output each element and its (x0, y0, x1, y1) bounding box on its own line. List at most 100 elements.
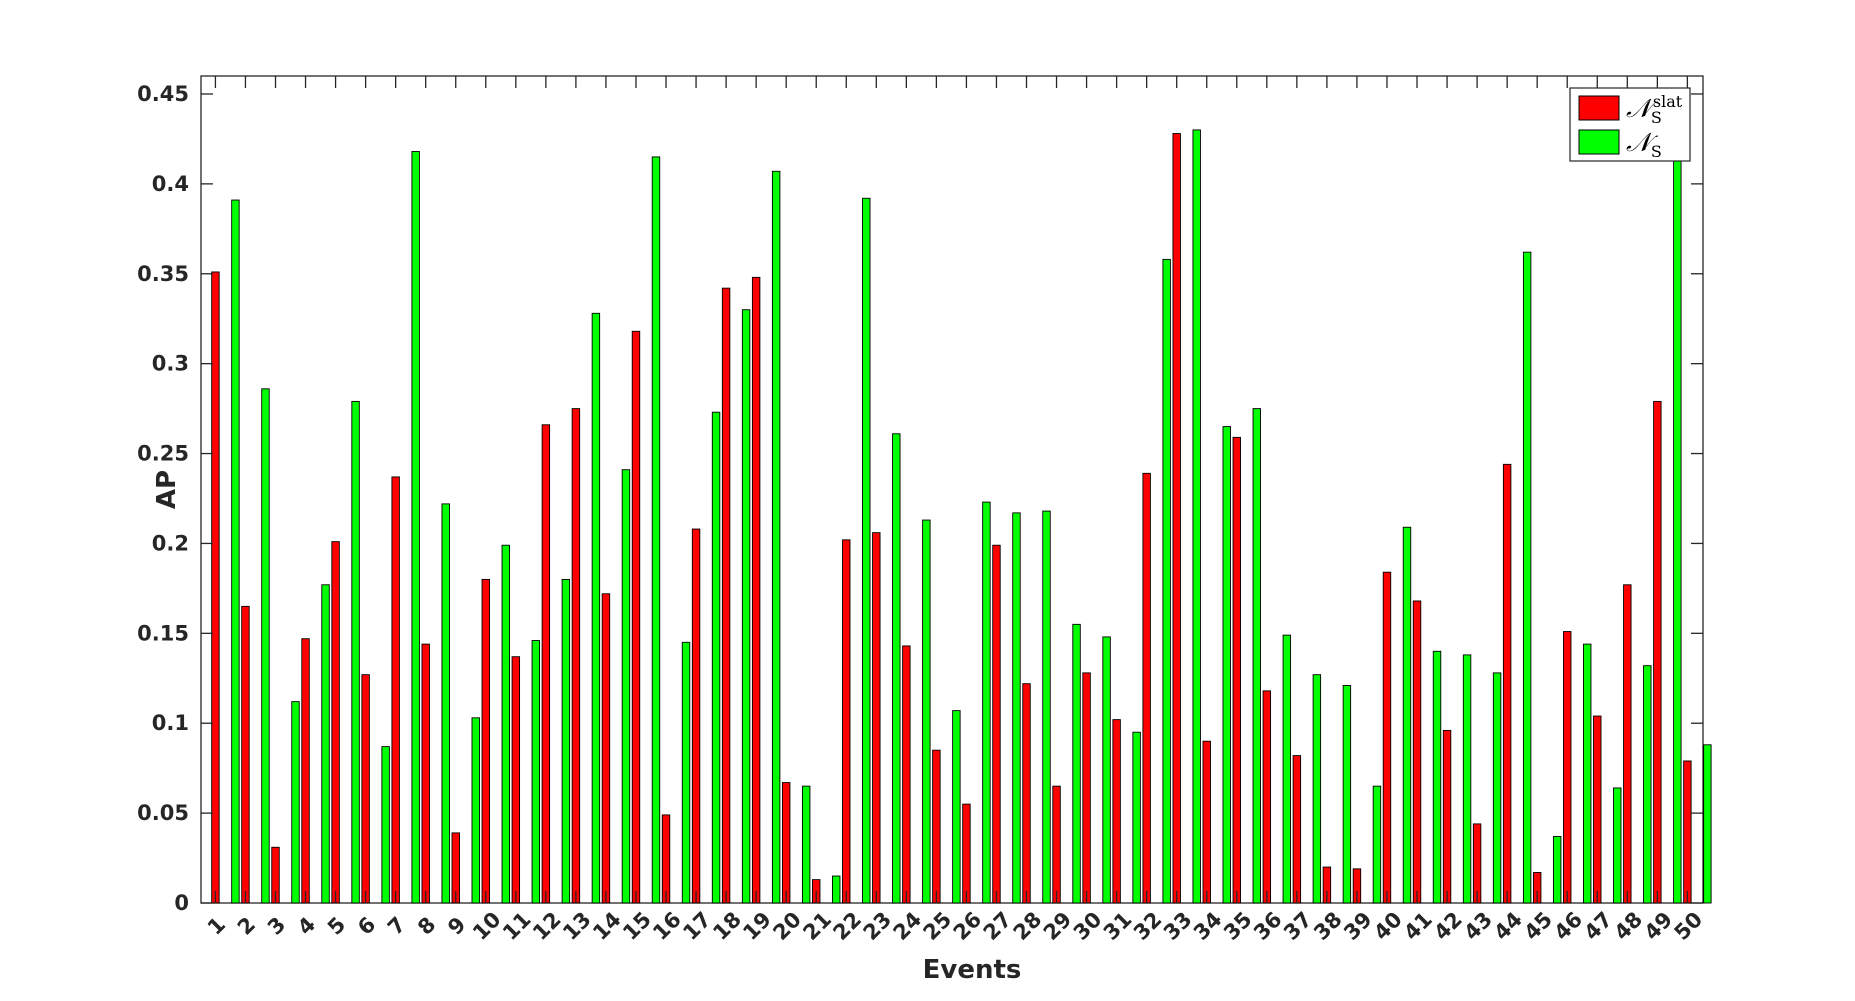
bar-series1-event-15 (631, 330, 641, 904)
bar-series1-event-37 (1292, 755, 1302, 904)
bar-series1-event-4 (301, 638, 310, 904)
bar-series1-event-11 (511, 656, 521, 904)
bar-series2-event-36 (1282, 634, 1292, 904)
bar-series1-event-42 (1442, 729, 1452, 904)
bar-series1-event-34 (1202, 740, 1211, 904)
bar-series2-event-18 (741, 309, 751, 904)
bar-series1-event-14 (601, 593, 611, 904)
bar-series2-event-41 (1432, 650, 1442, 904)
x-axis-title: Events (923, 955, 1022, 985)
bar-series2-event-48 (1643, 665, 1652, 904)
bar-series2-event-9 (471, 717, 480, 904)
y-tick-label: 0.3 (152, 352, 189, 376)
bar-series1-event-6 (361, 674, 370, 904)
bar-series2-event-43 (1492, 672, 1502, 904)
x-tick-label: 6 (353, 912, 380, 939)
bar-series2-event-7 (411, 151, 420, 904)
bar-series1-event-13 (571, 408, 581, 904)
bar-series2-event-10 (501, 544, 510, 904)
bar-series1-event-41 (1412, 600, 1422, 904)
bar-series2-event-33 (1192, 129, 1201, 904)
bar-series1-event-25 (932, 749, 941, 904)
bar-series2-event-5 (351, 400, 360, 904)
x-tick-label: 3 (263, 912, 290, 939)
bar-series1-event-18 (721, 287, 731, 904)
bar-series1-event-28 (1022, 683, 1031, 904)
bar-series1-event-20 (781, 782, 791, 904)
bar-series2-event-3 (291, 701, 300, 904)
y-axis-title: AP (152, 470, 182, 509)
bar-series2-event-45 (1552, 836, 1562, 904)
bar-series1-event-17 (691, 528, 701, 904)
bar-series2-event-14 (621, 469, 631, 904)
bar-series2-event-35 (1252, 408, 1261, 904)
bar-series1-event-30 (1082, 672, 1091, 904)
bar-series1-event-12 (541, 424, 551, 904)
bar-series2-event-44 (1522, 251, 1532, 904)
bar-series2-event-16 (681, 641, 691, 904)
bar-series1-event-40 (1382, 571, 1392, 904)
bar-series2-event-25 (952, 710, 961, 904)
bar-series1-event-5 (331, 541, 340, 904)
bar-series1-event-26 (962, 803, 971, 904)
bar-series2-event-49 (1673, 151, 1682, 904)
bar-series1-event-29 (1052, 785, 1061, 904)
bar-series1-event-46 (1563, 631, 1572, 904)
bar-series2-event-39 (1372, 785, 1382, 904)
bar-series1-event-35 (1232, 436, 1241, 904)
bar-series2-event-21 (832, 875, 841, 904)
bar-series2-event-34 (1222, 426, 1231, 904)
bar-series2-event-46 (1583, 643, 1592, 904)
bar-series2-event-12 (561, 578, 571, 904)
bar-series2-event-8 (441, 503, 450, 904)
bars (211, 129, 1712, 904)
bar-series2-event-37 (1312, 674, 1322, 904)
bar-series2-event-31 (1132, 731, 1141, 904)
x-tick-label: 5 (323, 912, 350, 939)
bar-series1-event-31 (1112, 719, 1121, 904)
legend-label-1: 𝒩Sslat (1626, 92, 1683, 127)
bar-series1-event-33 (1172, 133, 1181, 904)
bar-series2-event-20 (801, 785, 811, 904)
bar-series1-event-22 (842, 539, 851, 904)
y-tick-label: 0.1 (152, 711, 189, 735)
bar-series1-event-44 (1502, 463, 1512, 904)
bar-series2-event-38 (1342, 685, 1352, 904)
legend-swatch-2 (1578, 129, 1620, 155)
plot-area (200, 75, 1704, 904)
bar-series1-event-7 (391, 476, 400, 904)
bar-series1-event-23 (872, 532, 881, 904)
bar-series2-event-19 (771, 170, 781, 904)
bar-series1-event-50 (1683, 760, 1692, 904)
x-tick-label: 50 (1670, 907, 1708, 945)
bar-series1-event-1 (211, 271, 220, 904)
bar-series2-event-50 (1703, 744, 1712, 904)
bar-series2-event-30 (1102, 636, 1111, 904)
bar-series1-event-47 (1593, 715, 1602, 904)
bar-series2-event-13 (591, 312, 601, 904)
bar-series1-event-24 (902, 645, 911, 904)
bar-series2-event-6 (381, 746, 390, 904)
bar-series2-event-26 (982, 501, 991, 904)
bar-series2-event-29 (1072, 623, 1081, 904)
bar-series2-event-24 (922, 519, 931, 904)
bar-series1-event-10 (481, 578, 490, 904)
y-tick-label: 0.35 (137, 262, 189, 286)
bar-series1-event-32 (1142, 472, 1151, 904)
y-tick-label: 0.15 (137, 621, 189, 645)
bar-series1-event-19 (751, 276, 761, 904)
bar-series2-event-22 (862, 197, 871, 904)
bar-series2-event-40 (1402, 526, 1412, 904)
x-tick-label: 1 (203, 912, 230, 939)
plot-frame (200, 75, 1704, 904)
x-tick-label: 9 (443, 912, 470, 939)
y-tick-label: 0.2 (152, 531, 189, 555)
bar-series1-event-16 (661, 814, 671, 904)
x-tick-label: 8 (413, 912, 440, 939)
bar-series2-event-28 (1042, 510, 1051, 904)
bar-series2-event-15 (651, 156, 661, 904)
bar-series1-event-48 (1623, 584, 1632, 904)
bar-series2-event-42 (1462, 654, 1472, 904)
